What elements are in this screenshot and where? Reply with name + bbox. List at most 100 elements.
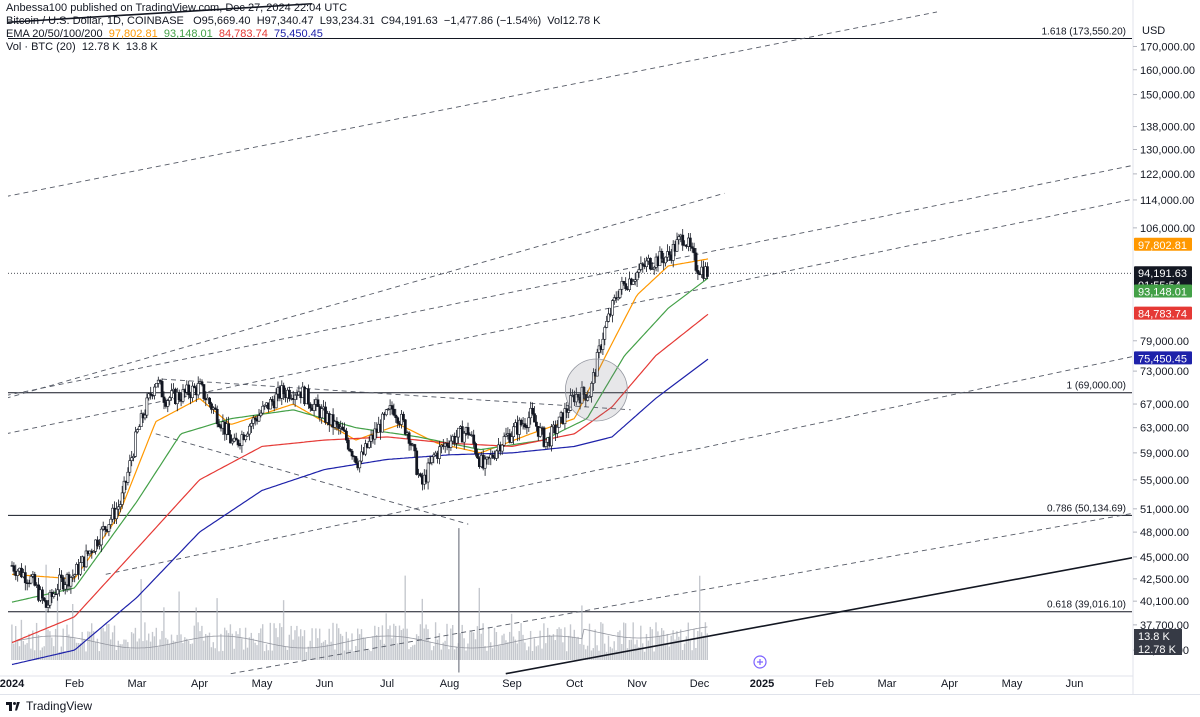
candle-body xyxy=(257,415,261,422)
volume-legend[interactable]: Vol · BTC (20) 12.78 K 13.8 K xyxy=(6,41,601,54)
volume-bar xyxy=(415,634,418,660)
volume-bar xyxy=(125,639,127,660)
candle-body xyxy=(346,439,350,450)
price-axis[interactable]: USD 170,000.00 160,000.00 150,000.00 138,000… xyxy=(1132,0,1200,694)
candle-body xyxy=(217,423,221,428)
candles xyxy=(10,229,709,613)
volume-bar xyxy=(484,646,486,660)
candle-body xyxy=(117,506,120,510)
volume-bar xyxy=(522,634,524,660)
volume-bar xyxy=(277,637,279,660)
volume-bar xyxy=(529,630,532,660)
candle-body xyxy=(229,434,232,444)
candle-body xyxy=(118,504,122,508)
volume-bar xyxy=(355,645,357,660)
candle-body xyxy=(675,239,679,252)
volume-bar xyxy=(319,628,321,660)
candle-body xyxy=(580,386,584,404)
volume-bar xyxy=(134,627,137,660)
volume-bar xyxy=(668,646,670,660)
volume-bar xyxy=(634,644,636,660)
volume-bar xyxy=(18,646,21,660)
vol-ma-value: 13.8 K xyxy=(125,41,158,53)
volume-bar xyxy=(518,631,520,660)
volume-bar xyxy=(100,628,102,660)
candle-body xyxy=(605,321,609,328)
y-tick-label: 150,000.00 xyxy=(1140,90,1195,102)
candle-body xyxy=(358,460,362,469)
y-tick-label: 45,000.00 xyxy=(1140,552,1189,564)
volume-bar xyxy=(206,635,209,660)
volume-bar xyxy=(334,649,336,660)
volume-bar xyxy=(222,650,224,660)
volume-bar xyxy=(267,650,270,660)
ema100-line xyxy=(11,313,709,644)
volume-bar xyxy=(419,624,422,660)
volume-bar xyxy=(360,629,363,660)
candle-body xyxy=(191,385,194,399)
candle-body xyxy=(181,389,185,402)
candle-body xyxy=(147,393,151,399)
ema-legend[interactable]: EMA 20/50/100/200 97,802.81 93,148.01 84… xyxy=(6,28,601,41)
volume-bar xyxy=(34,650,36,660)
trend-line-0 xyxy=(8,192,725,399)
candle-body xyxy=(407,432,411,444)
volume-bar xyxy=(201,625,203,660)
volume-bar xyxy=(252,638,254,660)
ema100-badge xyxy=(1134,306,1192,320)
volume-bar xyxy=(290,625,292,660)
volume-bar xyxy=(64,651,66,660)
candle-body xyxy=(392,408,396,416)
candle-body xyxy=(250,423,253,427)
candle-body xyxy=(122,480,126,494)
volume-bar xyxy=(404,575,406,660)
footer-brand[interactable]: TradingView xyxy=(26,699,93,713)
volume-bar xyxy=(670,635,672,660)
volume-bar xyxy=(503,633,505,660)
volume-bar xyxy=(241,638,243,660)
volume-bar xyxy=(689,640,691,660)
candle-body xyxy=(248,425,251,435)
annotations[interactable] xyxy=(564,358,628,422)
candle-body xyxy=(63,584,67,590)
candle-body xyxy=(137,426,141,430)
volume-bar xyxy=(676,631,678,660)
volume-bar xyxy=(322,641,325,660)
volume-bar xyxy=(678,636,680,660)
volume-bar xyxy=(142,641,144,660)
price-chart[interactable]: 1.618 (173,550.20) 1 (69,000.00) 0.786 (50… xyxy=(0,0,1200,694)
x-tick-label: Jul xyxy=(380,678,394,690)
volume-bar xyxy=(567,635,570,660)
volume-bar xyxy=(186,638,188,660)
volume-bar xyxy=(535,646,537,660)
candle-body xyxy=(274,393,278,409)
candle-body xyxy=(563,408,567,424)
volume-bar xyxy=(144,622,146,660)
time-axis[interactable]: 2024 Feb Mar Apr May Jun Jul Aug Sep Oct Nov Dec 202… xyxy=(0,675,1133,690)
volume-bar xyxy=(396,643,399,660)
candle-body xyxy=(306,388,310,405)
candle-body xyxy=(637,269,641,273)
candle-body xyxy=(251,417,255,424)
trend-lines[interactable] xyxy=(6,2,1137,675)
y-tick-label: 59,000.00 xyxy=(1140,448,1189,460)
volume-bar xyxy=(429,641,431,660)
volume-bar xyxy=(332,622,334,660)
volume-bar xyxy=(490,642,492,660)
volume-bar xyxy=(452,625,454,660)
volume-bar xyxy=(455,646,458,660)
candle-body xyxy=(268,399,272,410)
volume-bar xyxy=(187,640,190,660)
candle-body xyxy=(428,462,432,464)
volume-bar xyxy=(642,643,644,660)
volume-bar xyxy=(347,638,349,660)
volume-bar xyxy=(467,643,469,660)
volume-bar xyxy=(148,633,150,660)
volume-bar xyxy=(96,638,99,660)
volume-bar xyxy=(39,650,42,660)
volume-bar xyxy=(509,631,511,660)
volume-bar xyxy=(554,640,556,660)
volume-bar xyxy=(324,640,327,660)
volume-bar xyxy=(237,634,239,660)
symbol-name[interactable]: Bitcoin / U.S. Dollar, 1D, COINBASE xyxy=(6,15,184,27)
